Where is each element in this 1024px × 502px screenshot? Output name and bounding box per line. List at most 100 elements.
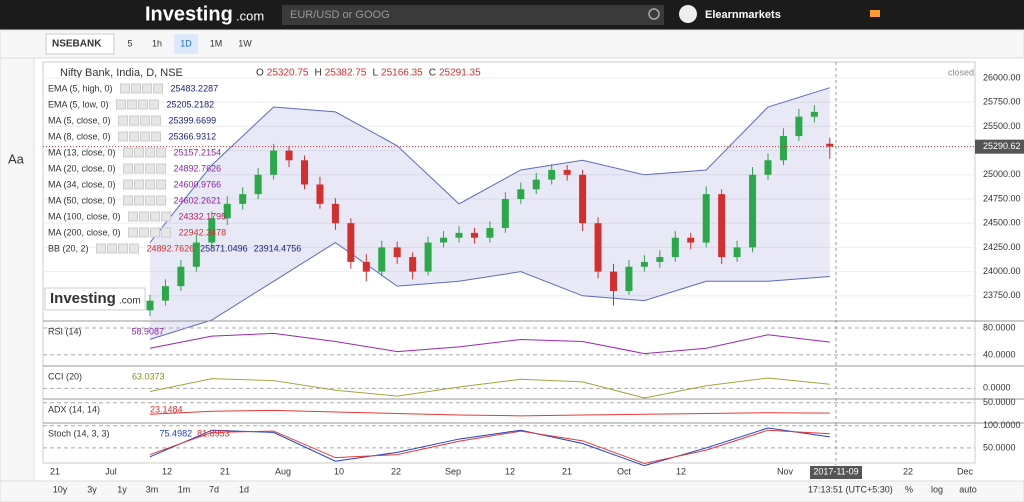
search-icon[interactable] xyxy=(648,8,660,20)
range-button[interactable]: 7d xyxy=(209,484,219,494)
indicator-name[interactable]: CCI (20) xyxy=(48,371,82,381)
avatar[interactable] xyxy=(679,5,697,23)
search-placeholder[interactable]: EUR/USD or GOOG xyxy=(290,9,390,21)
study-name[interactable]: MA (13, close, 0) xyxy=(48,147,116,157)
study-button[interactable] xyxy=(151,131,162,142)
indicator-name[interactable]: ADX (14, 14) xyxy=(48,404,100,414)
scale-option[interactable]: auto xyxy=(959,484,977,494)
study-name[interactable]: EMA (5, high, 0) xyxy=(48,83,113,93)
study-button[interactable] xyxy=(129,243,140,254)
study-button[interactable] xyxy=(118,243,129,254)
ohlc-value: 25382.75 xyxy=(325,68,367,79)
interval[interactable]: 1W xyxy=(238,38,252,48)
study-name[interactable]: BB (20, 2) xyxy=(48,243,89,253)
study-button[interactable] xyxy=(161,211,172,222)
study-button[interactable] xyxy=(156,195,167,206)
flag[interactable] xyxy=(870,10,880,17)
ohlc-label: O xyxy=(256,68,264,79)
study-name[interactable]: MA (20, close, 0) xyxy=(48,163,116,173)
date-label: 12 xyxy=(162,466,172,476)
interval[interactable]: 1D xyxy=(180,38,192,48)
candle-body xyxy=(640,261,648,267)
study-button[interactable] xyxy=(116,99,127,110)
study-button[interactable] xyxy=(138,99,149,110)
study-button[interactable] xyxy=(145,179,156,190)
interval[interactable]: 5 xyxy=(127,38,132,48)
study-button[interactable] xyxy=(123,147,134,158)
scale-option[interactable]: % xyxy=(905,484,913,494)
study-name[interactable]: MA (50, close, 0) xyxy=(48,195,116,205)
search-box[interactable] xyxy=(282,5,664,25)
study-button[interactable] xyxy=(134,179,145,190)
study-button[interactable] xyxy=(139,227,150,238)
study-button[interactable] xyxy=(140,115,151,126)
study-button[interactable] xyxy=(123,195,134,206)
text-tool[interactable]: Aa xyxy=(8,151,25,166)
indicator-name[interactable]: Stoch (14, 3, 3) xyxy=(48,428,110,438)
indicator-reading: 63.0373 xyxy=(132,371,165,381)
range-button[interactable]: 3m xyxy=(146,484,159,494)
study-name[interactable]: MA (100, close, 0) xyxy=(48,211,121,221)
study-button[interactable] xyxy=(156,163,167,174)
study-button[interactable] xyxy=(151,115,162,126)
watermark-box xyxy=(44,287,146,311)
interval-active[interactable] xyxy=(174,34,198,54)
study-name[interactable]: MA (200, close, 0) xyxy=(48,227,121,237)
study-button[interactable] xyxy=(134,147,145,158)
study-button[interactable] xyxy=(156,147,167,158)
logo-suffix[interactable]: .com xyxy=(236,8,264,23)
study-button[interactable] xyxy=(134,163,145,174)
study-button[interactable] xyxy=(96,243,107,254)
study-button[interactable] xyxy=(145,147,156,158)
study-button[interactable] xyxy=(150,227,161,238)
study-button[interactable] xyxy=(145,195,156,206)
study-button[interactable] xyxy=(139,211,150,222)
study-button[interactable] xyxy=(128,211,139,222)
range-button[interactable]: 3y xyxy=(87,484,97,494)
user-name[interactable]: Elearnmarkets xyxy=(705,9,781,21)
study-button[interactable] xyxy=(145,163,156,174)
pane-tick-label: 80.0000 xyxy=(983,322,1016,332)
symbol-box[interactable] xyxy=(45,33,115,55)
study-button[interactable] xyxy=(107,243,118,254)
study-button[interactable] xyxy=(127,99,138,110)
range-button[interactable]: 1m xyxy=(178,484,191,494)
scale-option[interactable]: log xyxy=(931,484,943,494)
study-button[interactable] xyxy=(142,83,153,94)
study-button[interactable] xyxy=(131,83,142,94)
study-name[interactable]: MA (5, close, 0) xyxy=(48,115,111,125)
range-button[interactable]: 10y xyxy=(53,484,68,494)
study-name[interactable]: EMA (5, low, 0) xyxy=(48,99,109,109)
study-button[interactable] xyxy=(134,195,145,206)
chart-title: Nifty Bank, India, D, NSE xyxy=(60,67,183,79)
study-button[interactable] xyxy=(156,179,167,190)
study-button[interactable] xyxy=(128,227,139,238)
band-area xyxy=(150,87,830,340)
interval[interactable]: 1h xyxy=(152,38,162,48)
study-button[interactable] xyxy=(150,211,161,222)
study-name[interactable]: MA (8, close, 0) xyxy=(48,131,111,141)
study-button[interactable] xyxy=(118,131,129,142)
pane-tick-label: 50.0000 xyxy=(983,442,1016,452)
study-button[interactable] xyxy=(153,83,164,94)
ohlc-value: 25291.35 xyxy=(439,68,481,79)
logo[interactable]: Investing xyxy=(145,3,233,25)
study-button[interactable] xyxy=(161,227,172,238)
study-name[interactable]: MA (34, close, 0) xyxy=(48,179,116,189)
study-button[interactable] xyxy=(140,131,151,142)
indicator-reading: 23.1484 xyxy=(150,404,183,414)
indicator-name[interactable]: RSI (14) xyxy=(48,326,82,336)
study-button[interactable] xyxy=(129,115,140,126)
symbol[interactable]: NSEBANK xyxy=(52,39,102,50)
range-button[interactable]: 1y xyxy=(117,484,127,494)
candle-body xyxy=(393,247,401,258)
last-price-label: 25290.62 xyxy=(983,141,1021,151)
study-button[interactable] xyxy=(123,179,134,190)
study-button[interactable] xyxy=(120,83,131,94)
study-button[interactable] xyxy=(129,131,140,142)
study-button[interactable] xyxy=(123,163,134,174)
range-button[interactable]: 1d xyxy=(239,484,249,494)
study-button[interactable] xyxy=(149,99,160,110)
interval[interactable]: 1M xyxy=(210,38,223,48)
study-button[interactable] xyxy=(118,115,129,126)
